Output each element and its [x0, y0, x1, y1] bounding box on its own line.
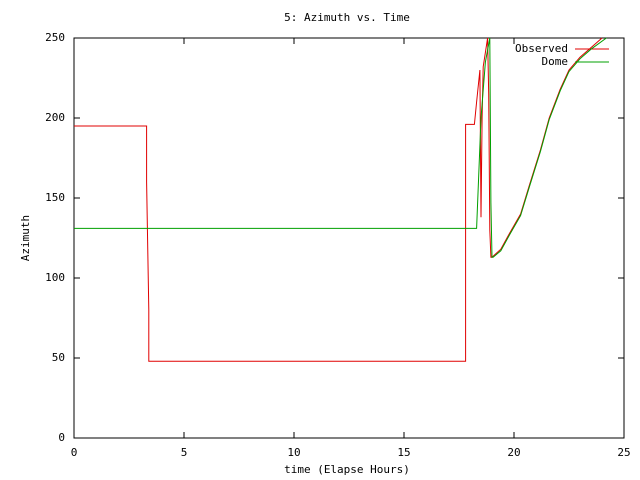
y-tick-label: 50	[52, 351, 65, 364]
y-tick-label: 0	[58, 431, 65, 444]
y-tick-label: 200	[45, 111, 65, 124]
x-tick-label: 10	[287, 446, 300, 459]
y-tick-label: 100	[45, 271, 65, 284]
x-tick-label: 0	[71, 446, 78, 459]
x-tick-label: 20	[507, 446, 520, 459]
x-tick-label: 15	[397, 446, 410, 459]
series-line	[74, 37, 603, 362]
x-axis-label: time (Elapse Hours)	[284, 463, 410, 476]
series-line	[74, 37, 607, 258]
legend-label: Observed	[515, 42, 568, 55]
legend-label: Dome	[542, 55, 569, 68]
y-tick-label: 150	[45, 191, 65, 204]
x-tick-label: 5	[181, 446, 188, 459]
x-tick-label: 25	[617, 446, 630, 459]
y-tick-label: 250	[45, 31, 65, 44]
y-axis-label: Azimuth	[19, 215, 32, 261]
chart-title: 5: Azimuth vs. Time	[284, 11, 410, 24]
plot-frame	[73, 37, 625, 439]
